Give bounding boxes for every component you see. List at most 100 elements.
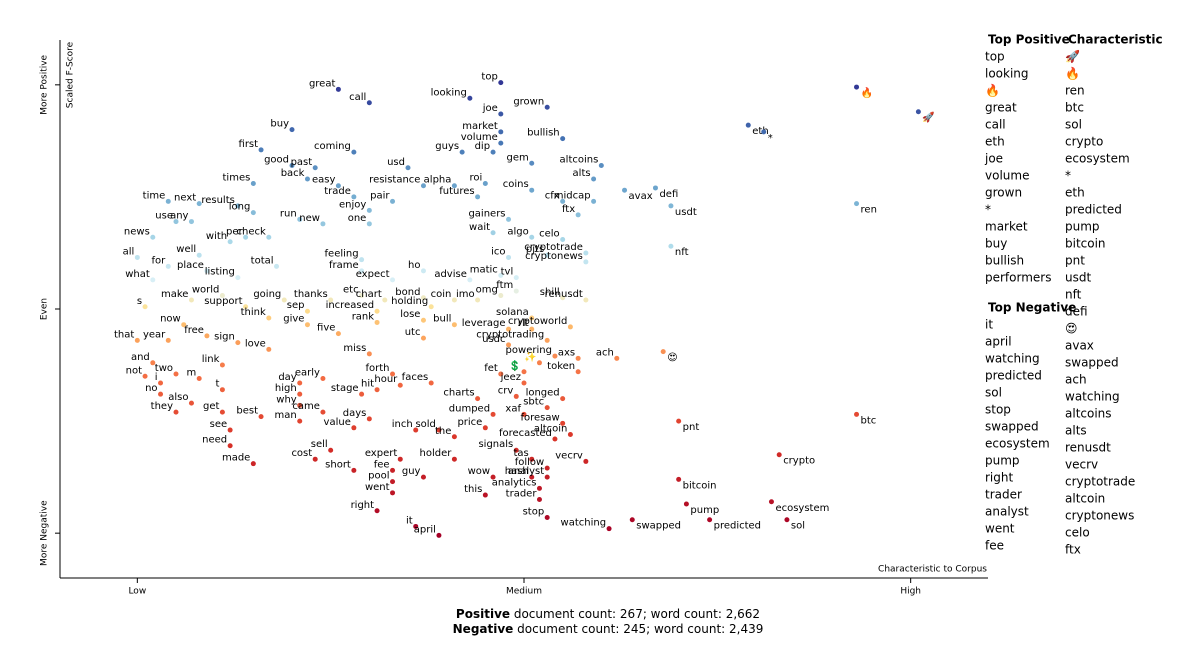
point-label: foresaw — [520, 412, 559, 423]
list-term: 🔥 — [1065, 67, 1080, 81]
point — [204, 268, 210, 274]
point-label: guy — [402, 466, 421, 477]
point — [335, 183, 341, 189]
point-label: m — [186, 367, 196, 378]
list-term: alts — [1065, 424, 1087, 438]
point-label: joe — [482, 103, 498, 114]
point-label: altcoins — [560, 155, 599, 166]
point-label: resistance — [369, 175, 420, 186]
point — [513, 447, 519, 453]
point-label: dip — [475, 141, 490, 152]
point — [428, 380, 434, 386]
list-term: cryptonews — [1065, 509, 1134, 523]
point — [529, 187, 535, 193]
point-label: volume — [461, 132, 498, 143]
point-label: love — [245, 338, 266, 349]
list-term: right — [985, 471, 1013, 485]
point-label: solana — [496, 307, 529, 318]
point-label: days — [343, 408, 367, 419]
point — [622, 187, 628, 193]
point-label: looking — [431, 87, 467, 98]
list-term: btc — [1065, 101, 1084, 115]
point — [382, 297, 388, 303]
x-tick-label: High — [900, 587, 921, 597]
point-label: pool — [368, 471, 389, 482]
point — [196, 252, 202, 258]
point-label: swapped — [636, 521, 681, 532]
point — [784, 517, 790, 523]
point — [506, 216, 512, 222]
point — [544, 514, 550, 520]
point — [165, 337, 171, 343]
point-label: came — [292, 401, 320, 412]
point — [235, 203, 241, 209]
point — [351, 425, 357, 431]
point-label: cryptoworld — [508, 316, 567, 327]
point — [320, 409, 326, 415]
list-term: defi — [1065, 305, 1088, 319]
point-label: think — [241, 307, 266, 318]
point-label: forecasted — [499, 428, 552, 439]
point — [250, 210, 256, 216]
point-label: well — [176, 244, 196, 255]
point — [761, 129, 767, 135]
point-label: pnt — [683, 422, 700, 433]
point-label: listing — [205, 267, 235, 278]
point-label: guys — [435, 141, 459, 152]
point-label: coming — [314, 141, 351, 152]
point — [854, 84, 860, 90]
point — [196, 201, 202, 207]
point — [560, 420, 566, 426]
point-label: omg — [476, 285, 498, 296]
point-label: market — [462, 121, 498, 132]
list-title: Top Positive — [988, 33, 1070, 47]
list-term: went — [985, 522, 1015, 536]
point — [134, 254, 140, 260]
point — [150, 277, 156, 283]
point — [359, 257, 365, 263]
point-label: futures — [439, 186, 474, 197]
point-label: no — [145, 383, 157, 394]
point — [250, 180, 256, 186]
point-label: use — [155, 211, 173, 222]
list-term: volume — [985, 169, 1029, 183]
point-label: etc — [343, 285, 359, 296]
point — [266, 234, 272, 240]
point-label: results — [201, 195, 235, 206]
point-label: feeling — [325, 249, 359, 260]
point — [258, 147, 264, 153]
point-label: expect — [356, 269, 390, 280]
list-term: top — [985, 50, 1005, 64]
list-term: ren — [1065, 84, 1085, 98]
list-term: * — [985, 203, 991, 217]
footer-text: document count: 267; word count: 2,662 — [510, 607, 760, 621]
point — [142, 304, 148, 310]
point-label: price — [457, 417, 482, 428]
point — [498, 293, 504, 299]
list-term: celo — [1065, 526, 1090, 540]
list-term: bitcoin — [1065, 237, 1106, 251]
point-label: great — [309, 78, 336, 89]
point — [181, 322, 187, 328]
point — [521, 369, 527, 375]
point-label: expert — [365, 448, 398, 459]
point-label: cost — [291, 448, 312, 459]
list-term: altcoins — [1065, 407, 1112, 421]
point — [297, 380, 303, 386]
point — [506, 342, 512, 348]
point-label: sign — [214, 332, 235, 343]
point — [490, 149, 496, 155]
point — [482, 492, 488, 498]
point-label: t — [215, 379, 219, 390]
point — [312, 456, 318, 462]
point — [335, 86, 341, 92]
list-term: 😍 — [1065, 322, 1078, 336]
point — [498, 371, 504, 377]
point-label: holder — [420, 448, 453, 459]
point — [552, 353, 558, 359]
point-label: lose — [400, 309, 420, 320]
point-label: ecosystem — [775, 503, 829, 514]
point-label: nft — [675, 247, 689, 258]
x-axis-label: Characteristic to Corpus — [878, 565, 987, 575]
point — [490, 411, 496, 417]
